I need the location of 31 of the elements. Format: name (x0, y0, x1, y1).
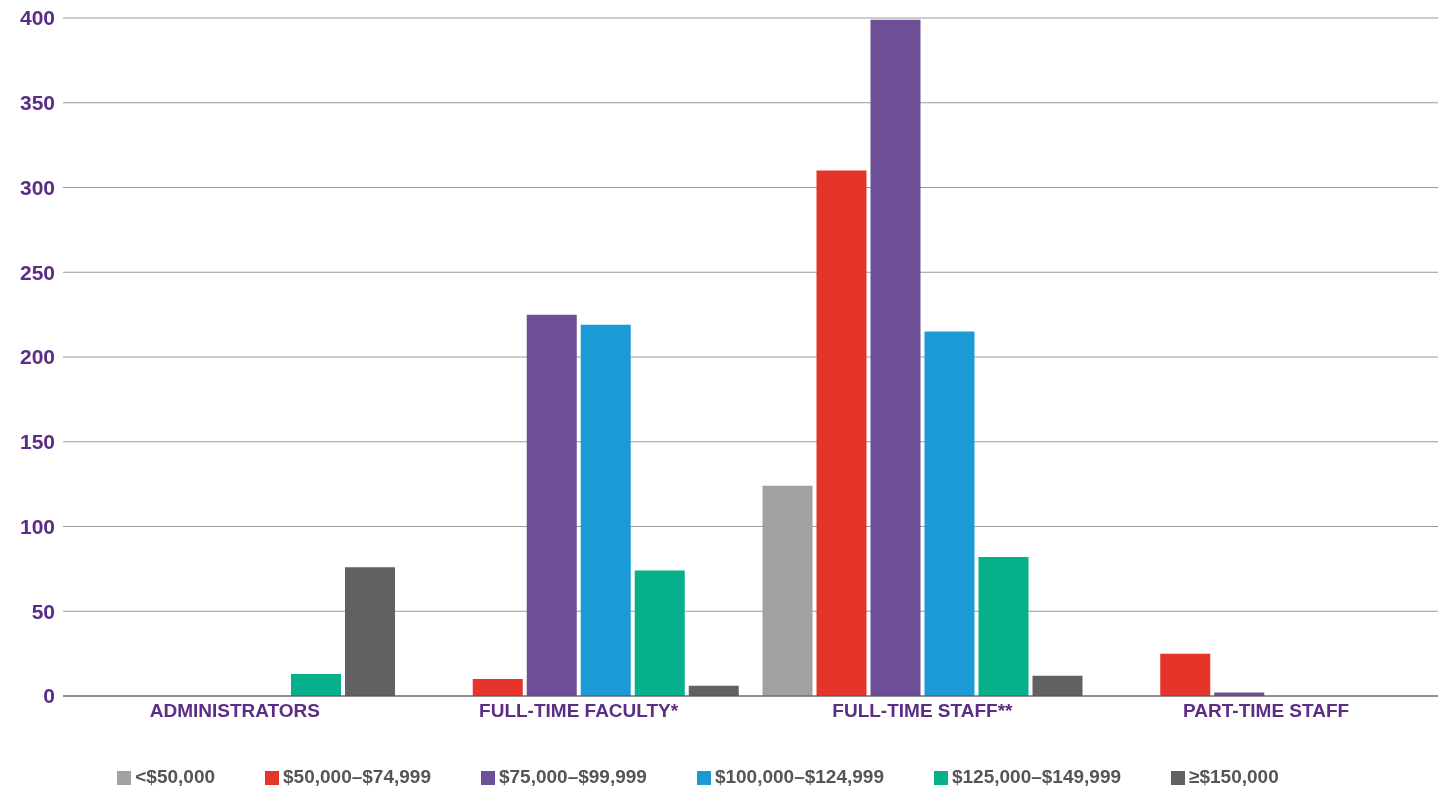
legend-label: $100,000–$124,999 (714, 766, 884, 787)
y-tick-label: 200 (19, 345, 55, 369)
legend-label: $75,000–$99,999 (498, 766, 647, 787)
bar (526, 314, 577, 696)
x-tick-label: FULL-TIME STAFF** (832, 700, 1014, 722)
bar (978, 557, 1029, 696)
y-tick-label: 250 (19, 260, 55, 284)
legend-label: <$50,000 (135, 766, 216, 787)
legend-label: $125,000–$149,999 (951, 766, 1122, 787)
x-tick-label: PART-TIME STAFF (1183, 700, 1350, 722)
bar (345, 567, 395, 696)
bar (472, 679, 523, 696)
y-tick-label: 100 (19, 514, 55, 538)
y-tick-label: 300 (19, 175, 55, 199)
bar (1160, 653, 1211, 696)
y-tick-label: 150 (19, 430, 55, 454)
y-tick-label: 350 (19, 91, 55, 115)
bar (580, 324, 631, 696)
y-tick-label: 0 (43, 684, 55, 708)
bar (924, 331, 975, 696)
legend-label: ≥$150,000 (1189, 766, 1279, 787)
y-tick-label: 50 (31, 599, 55, 623)
y-tick-label: 400 (19, 6, 55, 30)
bar (634, 570, 685, 696)
bar (291, 673, 341, 696)
bar (870, 19, 921, 696)
x-tick-label: ADMINISTRATORS (149, 700, 321, 722)
bar (1032, 675, 1083, 696)
bar (816, 170, 867, 696)
x-tick-label: FULL-TIME FACULTY* (479, 700, 679, 722)
legend-label: $50,000–$74,999 (283, 766, 431, 787)
